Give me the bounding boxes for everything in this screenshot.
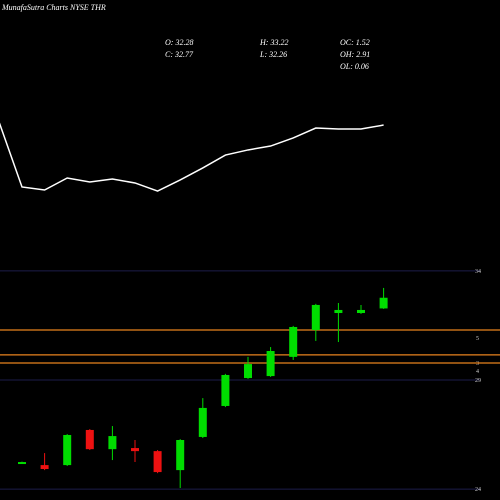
candle-body xyxy=(63,434,72,466)
y-tick-label: 24 xyxy=(475,487,481,493)
chart-title: MunafaSutra Charts NYSE THR xyxy=(1,3,106,12)
ohlc-label: L: 32.26 xyxy=(259,50,287,59)
level-label: 4 xyxy=(476,369,479,375)
candle-body xyxy=(221,374,230,406)
candle-body xyxy=(153,451,162,473)
level-label: 5 xyxy=(476,336,479,342)
candle-body xyxy=(198,407,207,437)
candle-body xyxy=(131,448,139,452)
level-label: 3 xyxy=(476,361,479,367)
candle-body xyxy=(85,429,94,450)
y-tick-label: 29 xyxy=(475,378,481,384)
candle-body xyxy=(40,465,49,470)
ohlc-label: OL: 0.06 xyxy=(340,62,369,71)
ohlc-label: OH: 2.91 xyxy=(340,50,370,59)
candle-body xyxy=(266,350,275,377)
ohlc-label: O: 32.28 xyxy=(165,38,193,47)
ohlc-label: OC: 1.52 xyxy=(340,38,370,47)
candle-body xyxy=(311,304,320,331)
candle-body xyxy=(244,364,252,379)
candle-body xyxy=(357,309,365,314)
candle-body xyxy=(379,297,388,309)
ohlc-label: H: 33.22 xyxy=(259,38,288,47)
indicator-line xyxy=(0,122,384,192)
ohlc-label: C: 32.77 xyxy=(165,50,194,59)
candle-body xyxy=(108,436,117,450)
candle-body xyxy=(289,326,298,357)
y-tick-label: 34 xyxy=(475,269,481,275)
candle-body xyxy=(176,440,185,471)
candle-body xyxy=(334,309,343,314)
candle-body xyxy=(18,462,26,465)
